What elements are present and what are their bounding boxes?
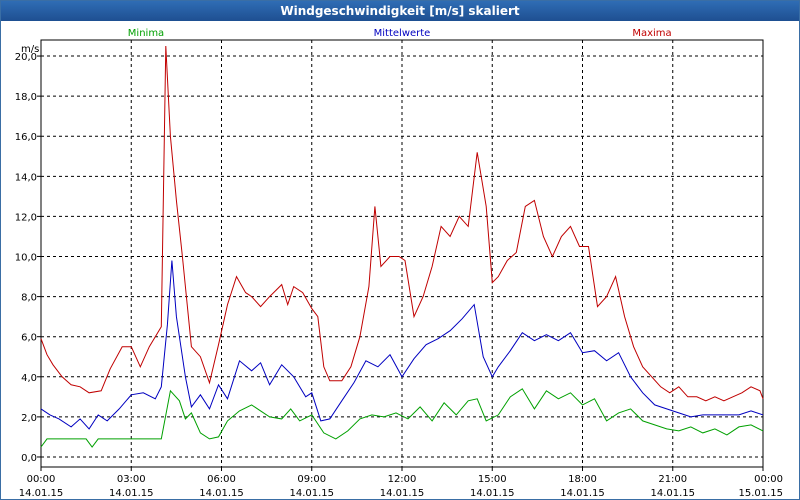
x-tick-time: 09:00	[297, 474, 326, 485]
x-tick-date: 14.01.15	[470, 488, 515, 499]
legend-maxima: Maxima	[632, 28, 671, 39]
y-tick-label: 10,0	[15, 253, 37, 264]
legend-mittelwerte: Mittelwerte	[374, 28, 431, 39]
x-tick-date: 15.01.15	[738, 488, 783, 499]
x-tick-time: 21:00	[658, 474, 687, 485]
grid	[41, 40, 763, 467]
y-tick-label: 20,0	[15, 52, 37, 63]
x-tick-time: 00:00	[754, 474, 783, 485]
legend: Minima Mittelwerte Maxima	[128, 28, 672, 39]
x-tick-time: 06:00	[207, 474, 236, 485]
x-tick-time: 12:00	[388, 474, 417, 485]
x-tick-date: 14.01.15	[380, 488, 425, 499]
x-tick-date: 14.01.15	[199, 488, 244, 499]
y-tick-label: 8,0	[21, 293, 37, 304]
series-lines	[40, 45, 764, 448]
wind-speed-chart: 0,02,04,06,08,010,012,014,016,018,020,0 …	[15, 28, 783, 499]
x-tick-date: 14.01.15	[19, 488, 64, 499]
y-tick-label: 0,0	[21, 453, 37, 464]
x-tick-date: 14.01.15	[289, 488, 334, 499]
y-tick-label: 4,0	[21, 373, 37, 384]
x-tick-date: 14.01.15	[650, 488, 695, 499]
x-tick-time: 18:00	[568, 474, 597, 485]
x-tick-date: 14.01.15	[560, 488, 605, 499]
y-tick-label: 2,0	[21, 413, 37, 424]
y-axis-label: m/s	[21, 44, 39, 55]
x-tick-time: 00:00	[27, 474, 56, 485]
series-line-maxima	[40, 45, 764, 402]
window-title: Windgeschwindigkeit [m/s] skaliert	[1, 1, 799, 21]
y-tick-label: 18,0	[15, 92, 37, 103]
x-axis-ticks: 00:00 14.01.15 03:00 14.01.15 06:00 14.01.15 0…	[19, 467, 783, 499]
series-line-minima	[40, 388, 764, 448]
x-tick-time: 03:00	[117, 474, 146, 485]
y-tick-label: 12,0	[15, 212, 37, 223]
y-axis-ticks: 0,0 2,0 4,0 6,0 8,0 10,0 12,0 14,0 16,0 18,0 20,0	[15, 52, 41, 464]
series-line-mittelwerte	[40, 260, 764, 430]
x-tick-date: 14.01.15	[109, 488, 154, 499]
y-tick-label: 14,0	[15, 172, 37, 183]
x-tick-time: 15:00	[478, 474, 507, 485]
y-tick-label: 6,0	[21, 333, 37, 344]
y-tick-label: 16,0	[15, 132, 37, 143]
legend-minima: Minima	[128, 28, 164, 39]
